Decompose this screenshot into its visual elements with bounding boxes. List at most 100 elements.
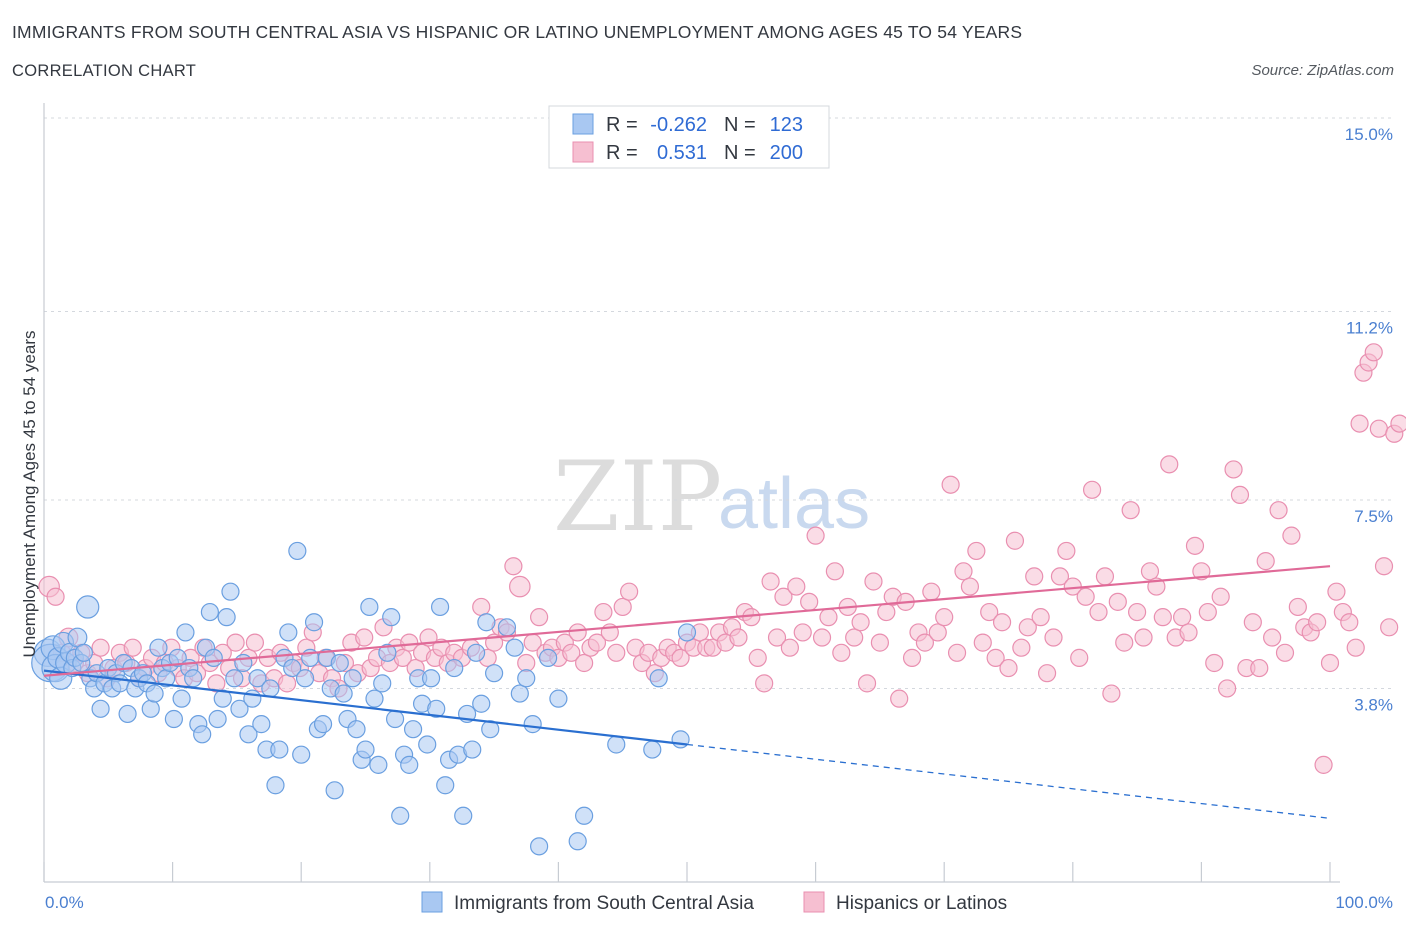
hispanic-point [973,633,992,652]
hispanic-point [607,643,626,662]
south-asia-point [485,664,504,683]
hispanic-point [947,643,967,662]
hispanic-point [1390,414,1406,433]
south-asia-point [356,740,375,759]
hispanic-point [941,475,960,494]
south-asia-point [270,740,289,759]
south-asia-point [400,755,419,774]
south-asia-point [325,781,344,800]
south-asia-point [149,638,168,657]
hispanic-point [755,674,774,693]
hispanic-point [517,653,536,673]
hispanic-point [562,643,581,662]
south-asia-point [369,755,388,774]
hispanic-point [1031,608,1050,627]
south-asia-point [418,735,437,754]
y-tick-label-1: 7.5% [1354,507,1393,526]
hispanic-point [870,633,890,652]
trend-line-blue [43,669,688,746]
hispanic-point [857,674,877,693]
hispanic-point [1282,526,1301,545]
hispanic-point [1269,501,1288,520]
series-immigrants-south-central-asia [31,541,697,856]
south-asia-point [295,669,315,688]
south-asia-point [360,597,379,617]
hispanic-point [1012,638,1031,657]
hispanic-point [845,628,864,647]
hispanic-point [800,592,819,611]
legend-r-value-1: -0.262 [650,114,707,136]
south-asia-point [510,684,529,703]
hispanic-point [980,602,999,622]
hispanic-point [613,597,632,617]
south-asia-point [266,776,285,795]
y-axis-label: Unemployment Among Ages 45 to 54 years [20,331,39,658]
legend-swatch-pink [572,141,594,163]
source-credit: Source: ZipAtlas.com [1251,62,1394,79]
south-asia-point [481,720,500,739]
x-tick-label-min: 0.0% [45,893,84,912]
hispanic-point [1250,658,1269,678]
hispanic-point [774,587,793,606]
hispanic-point [509,575,531,598]
legend-n-label-1: N = [724,114,756,136]
watermark-atlas: atlas [718,464,870,544]
south-asia-point [466,643,486,662]
south-asia-point [261,679,280,698]
hispanic-point [1005,531,1025,550]
south-asia-point [91,699,110,718]
south-asia-point [523,715,542,734]
hispanic-point [594,602,613,622]
hispanic-point [825,562,844,581]
hispanic-point [832,643,851,662]
hispanic-point [91,638,110,657]
hispanic-point [787,577,806,596]
hispanic-point [1369,419,1388,438]
hispanic-point [1153,608,1172,627]
hispanic-point [1380,618,1399,637]
south-asia-point [378,643,397,662]
hispanic-point [472,597,491,617]
south-asia-point [365,689,384,708]
hispanic-point [1025,567,1044,586]
hispanic-point [806,526,825,545]
south-asia-point [252,715,271,734]
hispanic-point [1320,653,1340,673]
south-asia-point [145,684,164,703]
hispanic-point [1102,684,1121,703]
hispanic-point [986,648,1005,667]
south-asia-point [607,735,626,754]
south-asia-point [239,725,258,744]
gridlines [44,117,1393,689]
south-asia-point [204,648,223,667]
south-asia-point [334,684,353,703]
hispanic-point [1256,552,1275,571]
hispanic-point [851,613,870,632]
series-hispanics-or-latinos [38,343,1406,774]
south-asia-point [217,608,236,627]
bottom-legend-swatch-blue [421,891,443,913]
legend-swatch-blue [572,113,594,135]
bottom-legend-label-blue: Immigrants from South Central Asia [454,893,754,914]
legend-n-value-1: 123 [770,114,803,136]
south-asia-point [288,541,307,561]
hispanic-point [1134,628,1153,647]
south-asia-point [445,658,464,678]
south-asia-point [304,613,324,632]
hispanic-point [1346,638,1365,657]
stats-legend-box [548,105,830,169]
legend-r-value-2: 0.531 [657,142,707,164]
south-asia-point [530,837,549,856]
south-asia-point [373,674,392,693]
south-asia-point [243,689,262,708]
south-asia-point [505,638,524,657]
hispanic-point [890,689,909,708]
south-asia-point [330,653,349,673]
hispanic-point [877,602,896,622]
hispanic-point [1224,460,1243,479]
hispanic-point [1076,587,1095,606]
hispanic-point [1327,582,1346,601]
hispanic-point [793,623,812,642]
hispanic-point [575,653,594,673]
